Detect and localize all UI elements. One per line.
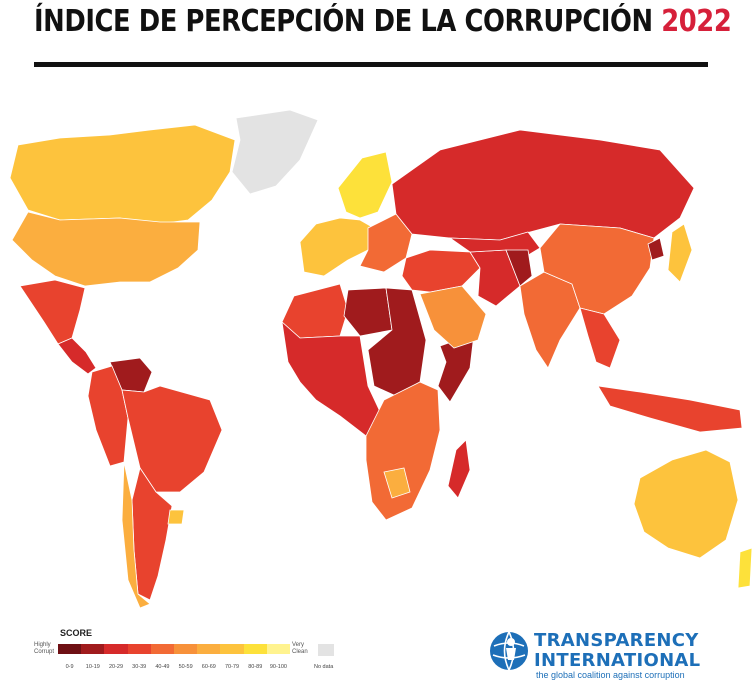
title-underline [34,62,708,67]
transparency-international-logo: TRANSPARENCY INTERNATIONAL the global co… [486,628,710,680]
region-middle-east [401,249,481,293]
logo-line-2: INTERNATIONAL [534,650,701,671]
world-map [9,109,753,609]
region-russia [391,129,695,241]
legend-low-label: Highly Corrupt [34,642,55,655]
legend-swatch [220,644,244,654]
legend-tick-label: 20-29 [108,664,124,670]
legend-swatch [243,644,267,654]
region-north-korea [647,237,665,261]
legend-tick-label: 70-79 [224,664,240,670]
region-new-zealand [737,547,753,589]
legend-tick-label: 0-9 [65,664,74,670]
region-united-states [11,211,201,287]
legend-swatch [81,644,105,654]
legend-swatch [266,644,291,654]
region-arabian-peninsula [419,285,487,349]
legend-swatch [174,644,198,654]
logo-line-1: TRANSPARENCY [534,630,699,651]
legend-tick-label: 50-59 [178,664,193,670]
legend-tick-label: 40-49 [155,664,170,670]
logo-tagline: the global coalition against corruption [536,670,685,680]
legend-no-data-swatch [318,644,334,656]
region-western-europe [299,217,375,277]
region-madagascar [447,439,471,499]
region-mexico [19,279,86,345]
globe-person-icon [490,631,528,671]
legend-color-bar [58,644,291,654]
region-botswana [383,467,411,499]
legend-swatch [104,644,128,654]
legend-tick-label: 90-100 [269,664,287,670]
region-southern-africa [365,381,441,521]
region-libya [343,287,393,337]
legend-tick-label: 10-19 [85,664,100,670]
legend-swatch [197,644,221,654]
legend-tick-label: 30-39 [132,664,147,670]
legend-swatch [127,644,151,654]
legend-swatch [58,644,82,654]
page-title: ÍNDICE DE PERCEPCIÓN DE LA CORRUPCIÓN 20… [34,4,732,39]
legend-ticks: 0-9 10-19 20-29 30-39 40-49 50-59 60-69 70-79 80… [58,664,290,670]
title-text: ÍNDICE DE PERCEPCIÓN DE LA CORRUPCIÓN [34,4,653,39]
region-central-america [57,337,97,375]
region-southeast-asia [579,307,621,369]
legend-tick-label: 60-69 [201,664,216,670]
region-north-africa [281,283,349,339]
region-china [539,223,655,315]
legend-tick-label: 80-89 [248,664,263,670]
region-brazil [121,385,223,493]
region-australia [633,449,739,559]
region-canada [9,124,236,226]
score-legend: SCORE Highly Corrupt Very Clean 0-9 10-19… [34,628,354,676]
legend-no-data-label: No data [314,664,334,670]
region-nordic [337,151,393,219]
title-year: 2022 [661,4,732,39]
region-uruguay [167,509,185,525]
region-chile [121,461,151,609]
region-sahel-central-africa [281,320,385,437]
legend-high-label: Very Clean [292,642,308,655]
region-japan [667,223,693,283]
region-afghanistan [505,249,533,287]
region-greenland [231,109,319,195]
legend-title: SCORE [60,628,93,638]
legend-swatch [150,644,175,654]
region-india [519,271,581,369]
region-indonesia [597,385,743,433]
